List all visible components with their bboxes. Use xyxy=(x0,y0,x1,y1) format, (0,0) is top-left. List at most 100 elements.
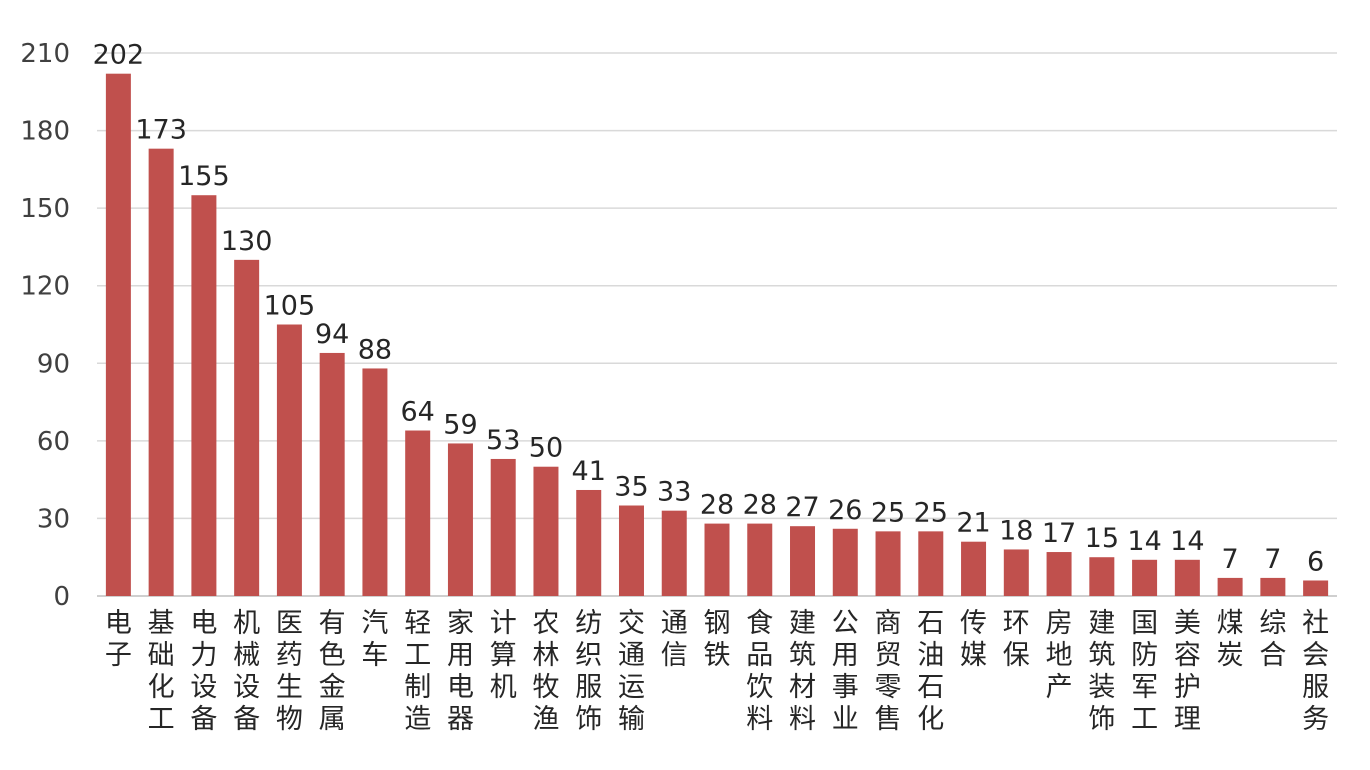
category-label: 美容护理 xyxy=(1174,608,1201,735)
category-label: 电子 xyxy=(105,608,132,671)
category-label: 有色金属 xyxy=(319,608,346,735)
y-tick-label: 30 xyxy=(37,504,70,534)
data-label: 28 xyxy=(743,490,777,521)
category-label: 家用电器 xyxy=(447,608,474,735)
y-tick-label: 60 xyxy=(37,427,70,457)
category-label: 建筑材料 xyxy=(789,608,816,735)
y-tick-label: 120 xyxy=(20,272,70,302)
data-label: 25 xyxy=(871,497,905,528)
bar xyxy=(105,73,131,596)
category-label: 房地产 xyxy=(1046,608,1073,703)
gridlines xyxy=(97,52,1337,597)
bar xyxy=(362,368,388,596)
bar xyxy=(1260,577,1286,596)
category-label: 商贸零售 xyxy=(875,608,902,735)
bar xyxy=(747,523,773,596)
y-tick-label: 180 xyxy=(20,117,70,147)
bars xyxy=(105,73,1329,596)
bar xyxy=(704,523,730,596)
category-label: 纺织服饰 xyxy=(575,608,602,735)
category-label: 环保 xyxy=(1003,608,1030,671)
category-labels: 电子基础化工电力设备机械设备医药生物有色金属汽车轻工制造家用电器计算机农林牧渔纺… xyxy=(105,608,1329,735)
data-label: 202 xyxy=(93,40,145,71)
data-label: 26 xyxy=(828,495,862,526)
y-tick-label: 0 xyxy=(53,582,70,612)
bar xyxy=(1132,559,1158,596)
bar xyxy=(832,528,858,596)
category-label: 通信 xyxy=(661,608,688,671)
data-label: 7 xyxy=(1222,544,1239,575)
category-label: 基础化工 xyxy=(148,608,175,735)
bar xyxy=(447,443,473,596)
y-axis-ticks: 0 30 60 90 120 150 180 210 xyxy=(20,39,70,612)
bar xyxy=(1217,577,1243,596)
data-label: 35 xyxy=(614,472,648,503)
category-label: 煤炭 xyxy=(1217,608,1244,671)
data-label: 50 xyxy=(529,433,563,464)
category-label: 轻工制造 xyxy=(404,608,431,735)
data-label: 105 xyxy=(264,291,316,322)
data-label: 17 xyxy=(1042,518,1076,549)
category-label: 医药生物 xyxy=(276,608,303,735)
bar xyxy=(533,466,559,596)
bar xyxy=(234,259,260,596)
category-label: 农林牧渔 xyxy=(532,608,559,735)
data-label: 7 xyxy=(1264,544,1281,575)
data-label: 25 xyxy=(914,497,948,528)
data-label: 15 xyxy=(1085,523,1119,554)
data-label: 14 xyxy=(1127,526,1161,557)
category-label: 食品饮料 xyxy=(746,608,773,735)
category-label: 传媒 xyxy=(960,608,987,671)
category-label: 钢铁 xyxy=(704,608,731,671)
category-label: 社会服务 xyxy=(1302,608,1329,735)
category-label: 公用事业 xyxy=(832,608,859,735)
bar xyxy=(790,526,816,596)
data-label: 27 xyxy=(785,492,819,523)
bar xyxy=(576,489,602,596)
bar xyxy=(1303,580,1329,596)
y-tick-label: 150 xyxy=(20,194,70,224)
category-label: 电力设备 xyxy=(190,608,217,735)
category-label: 汽车 xyxy=(361,608,388,671)
data-label: 14 xyxy=(1170,526,1204,557)
data-label: 21 xyxy=(956,508,990,539)
category-label: 机械设备 xyxy=(233,608,260,735)
bar xyxy=(1174,559,1200,596)
bar xyxy=(1046,552,1072,596)
bar xyxy=(918,531,944,596)
data-label: 94 xyxy=(315,319,349,350)
category-label: 国防军工 xyxy=(1131,608,1158,735)
data-label: 6 xyxy=(1307,546,1324,577)
bar xyxy=(191,195,217,596)
data-label: 41 xyxy=(572,456,606,487)
data-label: 18 xyxy=(999,515,1033,546)
bar xyxy=(148,148,174,596)
bar xyxy=(276,324,302,596)
bar xyxy=(961,541,987,596)
data-label: 173 xyxy=(135,115,187,146)
data-label: 33 xyxy=(657,477,691,508)
data-label: 88 xyxy=(358,334,392,365)
bar xyxy=(618,505,644,596)
category-label: 交通运输 xyxy=(618,608,645,735)
category-label: 计算机 xyxy=(490,608,517,703)
y-tick-label: 210 xyxy=(20,39,70,69)
bar xyxy=(319,352,345,596)
data-label: 130 xyxy=(221,226,273,257)
data-label: 64 xyxy=(401,397,435,428)
bar xyxy=(1003,549,1029,596)
y-tick-label: 90 xyxy=(37,349,70,379)
category-label: 石油石化 xyxy=(917,608,944,735)
data-label: 59 xyxy=(443,409,477,440)
bar xyxy=(661,510,687,596)
bar xyxy=(490,458,516,596)
data-label: 155 xyxy=(178,161,230,192)
category-label: 综合 xyxy=(1259,608,1286,671)
data-label: 28 xyxy=(700,490,734,521)
bar xyxy=(1089,557,1115,596)
data-label: 53 xyxy=(486,425,520,456)
bar xyxy=(875,531,901,596)
